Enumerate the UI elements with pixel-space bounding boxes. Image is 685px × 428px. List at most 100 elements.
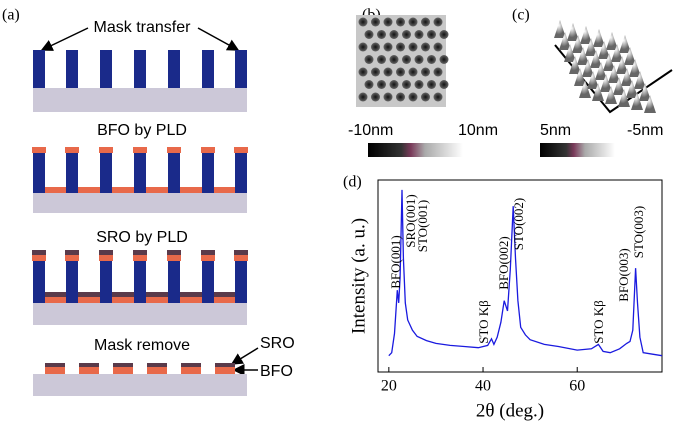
- mask-pillar: [33, 153, 45, 193]
- arrow: [40, 27, 89, 51]
- afm-hole: [358, 17, 368, 27]
- mask-pillar: [66, 153, 78, 193]
- afm-hole: [371, 42, 380, 52]
- afm-hole: [427, 55, 436, 64]
- peak-label: BFO(003): [616, 248, 631, 301]
- step-label: Mask transfer: [94, 19, 192, 36]
- panel-a: (a) Mask transfer BFO by PLD SRO by PLD …: [2, 7, 295, 396]
- mask-pillar: [202, 261, 214, 303]
- cap-layer: [133, 147, 147, 153]
- mask-pillar: [134, 261, 146, 303]
- afm-hole: [402, 55, 411, 64]
- afm-peak: [577, 47, 589, 65]
- afm-peak: [567, 23, 579, 41]
- mask-pillar: [100, 261, 112, 303]
- cap-layer: [167, 255, 181, 261]
- island-bfo: [181, 367, 201, 374]
- substrate: [33, 303, 247, 325]
- peak-label: STO Kβ: [476, 300, 491, 344]
- step-label: Mask remove: [94, 337, 190, 354]
- scale-label: 5nm: [540, 122, 571, 139]
- mask-pillar: [33, 50, 45, 88]
- island-bfo: [215, 367, 235, 374]
- afm-peak: [592, 83, 604, 101]
- afm-peak: [639, 83, 651, 101]
- cap-layer: [201, 147, 215, 153]
- cap-layer: [234, 147, 248, 153]
- afm-hole: [433, 17, 443, 27]
- cap-layer: [234, 250, 248, 255]
- scale-label: -5nm: [627, 122, 663, 139]
- cap-layer: [99, 250, 113, 255]
- mask-pillar: [66, 50, 78, 88]
- cap-layer: [65, 250, 79, 255]
- island-sro: [79, 363, 99, 367]
- afm-hole: [371, 67, 380, 77]
- cap-layer: [201, 255, 215, 261]
- afm-hole: [383, 42, 393, 52]
- mask-pillar: [100, 153, 112, 193]
- afm-peak: [629, 59, 641, 77]
- afm-peak: [569, 56, 581, 74]
- afm-hole: [427, 80, 436, 89]
- cap-layer: [133, 250, 147, 255]
- peak-label: BFO(001): [388, 235, 403, 288]
- colorbar: [540, 143, 615, 157]
- mask-pillar: [202, 153, 214, 193]
- cap-layer: [99, 147, 113, 153]
- afm-peak: [621, 68, 633, 86]
- afm-hole: [371, 92, 380, 102]
- afm-hole: [402, 30, 411, 39]
- cap-layer: [32, 147, 46, 153]
- afm-peak: [613, 77, 625, 95]
- afm-peak: [595, 62, 607, 80]
- x-tick-label: 20: [381, 378, 397, 395]
- afm-hole: [377, 55, 386, 64]
- mask-pillar: [235, 50, 247, 88]
- cap-layer: [133, 255, 147, 261]
- island-sro: [113, 363, 133, 367]
- panel-label: (d): [343, 174, 362, 191]
- island-sro: [215, 363, 235, 367]
- afm-hole: [433, 92, 443, 102]
- mask-pillar: [134, 153, 146, 193]
- x-axis-label: 2θ (deg.): [476, 400, 544, 421]
- arrow: [230, 347, 259, 365]
- afm-peak: [587, 71, 599, 89]
- mask-pillar: [134, 50, 146, 88]
- mask-pillar: [235, 261, 247, 303]
- afm-peak: [618, 89, 630, 107]
- afm-hole: [439, 80, 449, 89]
- afm-hole: [421, 42, 430, 52]
- afm-hole: [396, 42, 405, 52]
- island-sro: [147, 363, 167, 367]
- afm-peak: [559, 32, 571, 50]
- island-sro: [181, 363, 201, 367]
- afm-hole: [383, 92, 393, 102]
- afm-hole: [408, 67, 418, 77]
- island-bfo: [147, 367, 167, 374]
- layer-label: SRO: [260, 335, 295, 352]
- afm-hole: [433, 67, 443, 77]
- afm-hole: [377, 30, 386, 39]
- afm-hole: [358, 67, 368, 77]
- afm-hole: [358, 92, 368, 102]
- afm-hole: [383, 67, 393, 77]
- y-axis-label: Intensity (a. u.): [348, 218, 369, 334]
- afm-peak: [605, 86, 617, 104]
- afm-hole: [439, 30, 449, 39]
- afm-hole: [414, 80, 424, 89]
- substrate: [33, 374, 247, 396]
- afm-hole: [364, 80, 374, 89]
- afm-hole: [433, 42, 443, 52]
- afm-peak: [574, 68, 586, 86]
- afm-peak: [608, 65, 620, 83]
- x-tick-label: 60: [569, 378, 585, 395]
- afm-peak: [600, 74, 612, 92]
- plot-frame: [377, 179, 663, 373]
- mask-pillar: [66, 261, 78, 303]
- afm-hole: [364, 30, 374, 39]
- mask-pillar: [235, 153, 247, 193]
